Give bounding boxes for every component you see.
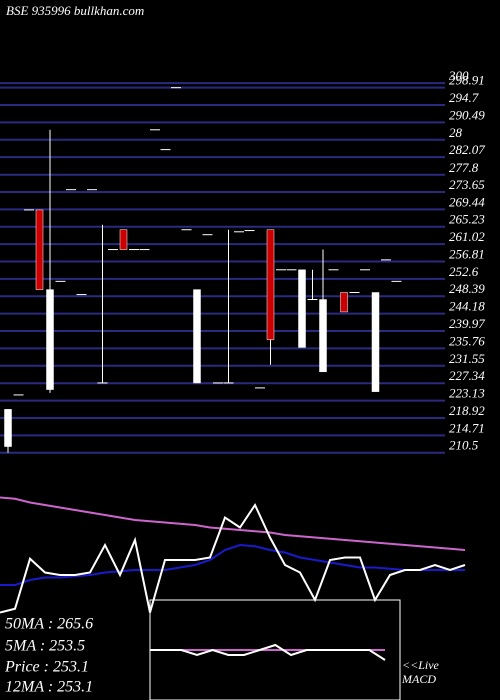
candle-body: [46, 289, 54, 390]
y-tick-label: 218.92: [449, 403, 485, 418]
indicator-line: [0, 496, 466, 551]
candle-body: [35, 209, 44, 290]
y-tick-label: 223.13: [449, 386, 485, 401]
chart-title: BSE 935996 bullkhan.com: [6, 3, 144, 18]
y-tick-label: 227.34: [449, 368, 485, 383]
indicator-line: [0, 502, 466, 614]
y-tick-label: 256.81: [449, 246, 485, 261]
y-tick-label: 269.44: [449, 194, 485, 209]
macd-label: <<Live MACD: [402, 658, 439, 686]
macd-label-box: <<Live MACD: [402, 658, 439, 686]
y-tick-label: 300: [448, 68, 469, 83]
y-tick-label: 277.8: [449, 160, 479, 175]
y-tick-label: 235.76: [449, 333, 485, 348]
candle-body: [298, 269, 306, 348]
candle-body: [319, 299, 327, 373]
y-tick-label: 252.6: [449, 264, 479, 279]
stat: 12MA : 253.1: [5, 679, 93, 696]
y-tick-label: 273.65: [449, 177, 485, 192]
y-tick-label: 294.7: [449, 90, 479, 105]
indicator-line: [0, 543, 465, 586]
candle-body: [119, 229, 128, 250]
y-tick-label: 248.39: [449, 281, 485, 296]
y-tick-label: 231.55: [449, 351, 485, 366]
stat: 5MA : 253.5: [5, 638, 85, 655]
y-tick-label: 282.07: [449, 142, 485, 157]
candle-body: [4, 409, 12, 447]
stat: 50MA : 265.6: [5, 616, 93, 633]
candle-body: [193, 289, 201, 384]
y-tick-label: 28: [449, 125, 463, 140]
y-tick-label: 265.23: [449, 212, 485, 227]
stat: Price : 253.1: [4, 659, 89, 676]
candle-body: [371, 292, 380, 392]
macd-line: [150, 643, 386, 661]
y-tick-label: 290.49: [449, 107, 485, 122]
y-tick-label: 239.97: [449, 316, 485, 331]
candle-body: [266, 229, 275, 340]
candle-body: [340, 292, 348, 313]
y-tick-label: 261.02: [449, 229, 485, 244]
y-tick-label: 214.71: [449, 420, 485, 435]
y-tick-label: 244.18: [449, 299, 485, 314]
y-tick-label: 298.91: [449, 73, 485, 88]
y-tick-label: 210.5: [449, 438, 479, 453]
